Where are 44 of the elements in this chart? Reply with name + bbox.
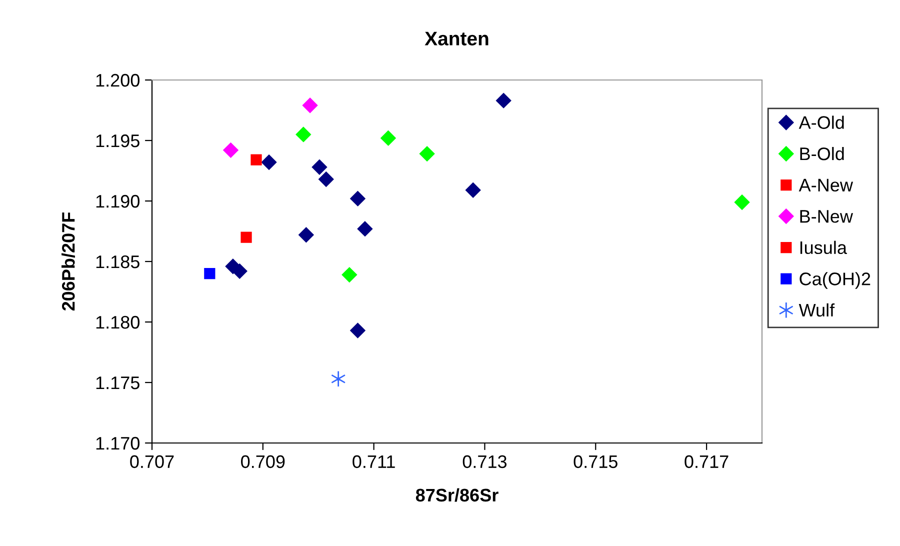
point: [223, 142, 238, 158]
point: [312, 160, 328, 175]
legend-label: Iusula: [800, 240, 847, 254]
y-axis-title: 206Pb/207F: [62, 212, 75, 311]
point: [466, 182, 481, 198]
point: [357, 221, 373, 236]
point: [342, 267, 357, 282]
x-tick-label: 0.713: [462, 455, 507, 468]
legend-label: A-New: [798, 178, 854, 192]
point: [318, 172, 334, 187]
point: [296, 126, 311, 142]
y-tick-label: 1.195: [96, 134, 140, 148]
point: [380, 130, 396, 146]
legend-label: B-Old: [800, 146, 844, 160]
chart-title: Xanten: [424, 32, 488, 46]
y-tick-label: 1.200: [96, 74, 140, 87]
legend-label: Wulf: [798, 303, 835, 317]
y-tick-label: 1.190: [96, 194, 140, 208]
point: [232, 264, 248, 279]
x-tick-label: 0.709: [241, 455, 285, 468]
point: [261, 154, 277, 170]
x-tick-label: 0.707: [130, 455, 174, 468]
legend-label: A-Old: [798, 116, 844, 129]
point: [331, 370, 346, 388]
point: [250, 154, 262, 166]
y-tick-label: 1.170: [96, 436, 140, 450]
legend-label: B-New: [800, 210, 854, 223]
y-tick-label: 1.180: [96, 316, 140, 329]
point: [240, 232, 252, 243]
y-tick-label: 1.175: [96, 376, 140, 390]
point: [419, 146, 435, 162]
y-tick-label: 1.185: [96, 255, 140, 268]
point: [298, 227, 314, 242]
x-tick-label: 0.717: [684, 455, 728, 468]
point: [496, 93, 512, 108]
x-tick-label: 0.715: [574, 455, 618, 468]
legend-label: Ca(OH)2: [800, 272, 870, 289]
point: [350, 191, 366, 206]
point: [204, 268, 216, 280]
x-tick-label: 0.711: [352, 455, 395, 468]
point: [302, 98, 318, 113]
x-axis-title: 87Sr/86Sr: [416, 488, 498, 502]
point: [350, 322, 366, 338]
point: [734, 194, 750, 210]
